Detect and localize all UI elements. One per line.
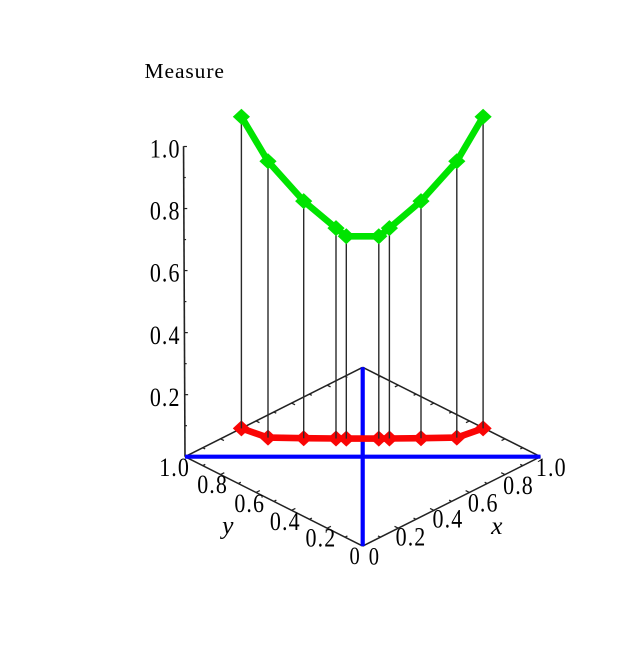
svg-text:0: 0: [369, 543, 380, 570]
svg-text:0.6: 0.6: [468, 489, 499, 518]
svg-text:0.8: 0.8: [150, 197, 181, 226]
svg-text:0.6: 0.6: [150, 259, 181, 288]
svg-text:1.0: 1.0: [150, 135, 181, 164]
svg-text:Measure: Measure: [145, 59, 225, 83]
svg-text:0.6: 0.6: [234, 489, 265, 518]
svg-text:0.2: 0.2: [396, 522, 427, 551]
svg-text:0.4: 0.4: [150, 321, 181, 350]
svg-text:0.4: 0.4: [433, 505, 464, 534]
svg-text:x: x: [490, 511, 503, 540]
svg-text:y: y: [219, 511, 234, 540]
svg-text:0.2: 0.2: [150, 383, 181, 412]
svg-text:0.4: 0.4: [270, 507, 301, 536]
svg-text:0.8: 0.8: [197, 470, 228, 499]
svg-text:1.0: 1.0: [536, 453, 567, 482]
svg-text:0.2: 0.2: [306, 523, 337, 552]
svg-text:0: 0: [350, 542, 361, 569]
svg-text:1.0: 1.0: [159, 453, 190, 482]
svg-text:0.8: 0.8: [503, 471, 534, 500]
